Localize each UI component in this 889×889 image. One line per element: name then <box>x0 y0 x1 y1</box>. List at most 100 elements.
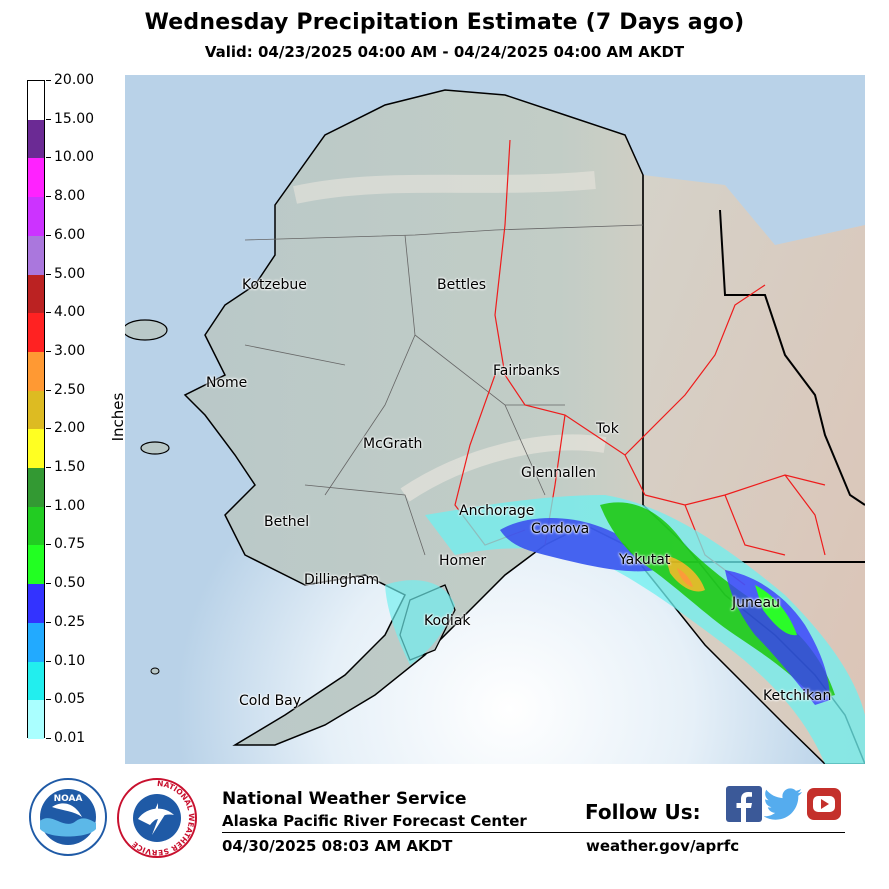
city-label: Yakutat <box>619 552 671 568</box>
legend-tick <box>46 699 51 701</box>
legend-swatch <box>28 661 44 701</box>
legend-tick <box>46 428 51 430</box>
pribilof-island <box>150 667 160 675</box>
city-label: Cordova <box>531 521 590 537</box>
map-subtitle: Valid: 04/23/2025 04:00 AM - 04/24/2025 … <box>204 43 685 61</box>
legend-swatch <box>28 351 44 392</box>
org-unit: Alaska Pacific River Forecast Center <box>222 812 527 830</box>
legend-swatch <box>28 81 44 121</box>
youtube-icon[interactable] <box>806 786 842 822</box>
city-label: Bethel <box>264 514 310 530</box>
legend-swatch <box>28 622 44 663</box>
precip-juneau-band <box>725 570 830 705</box>
precip-overlay <box>385 495 865 764</box>
legend-tick <box>46 196 51 198</box>
legend-label: 4.00 <box>54 304 86 321</box>
legend-label: 1.50 <box>54 459 86 476</box>
legend-tick <box>46 312 51 314</box>
issued-timestamp: 04/30/2025 08:03 AM AKDT <box>222 837 453 855</box>
legend-swatch <box>28 197 44 237</box>
st-lawrence-island <box>125 319 168 341</box>
map-canvas <box>125 75 865 764</box>
legend-colorbar <box>27 80 45 740</box>
legend-swatch <box>28 506 44 546</box>
legend-swatch <box>28 390 44 430</box>
brooks-range <box>293 171 596 204</box>
legend-tick <box>46 544 51 546</box>
precip-yakutat-core <box>665 555 705 592</box>
legend-tick <box>46 621 51 623</box>
legend-tick <box>46 350 51 352</box>
precip-kodiak-light <box>385 580 455 665</box>
legend-tick <box>46 234 51 236</box>
city-label: Juneau <box>732 595 780 611</box>
city-label: Homer <box>439 553 487 569</box>
nunivak-island <box>140 441 170 455</box>
city-label: Anchorage <box>459 503 535 519</box>
city-label: Cold Bay <box>239 693 302 709</box>
legend-label: 1.00 <box>54 497 86 514</box>
legend-label: 0.10 <box>54 652 86 669</box>
city-label: Bettles <box>437 277 486 293</box>
city-label: Glennallen <box>521 465 596 481</box>
legend-tick <box>46 583 51 585</box>
legend-tick <box>46 389 51 391</box>
city-label: Kotzebue <box>242 277 307 293</box>
city-label: McGrath <box>363 436 423 452</box>
legend-tick <box>46 118 51 120</box>
legend-swatch <box>28 429 44 469</box>
yukon-region <box>643 175 865 764</box>
legend-label: 6.00 <box>54 226 86 243</box>
legend-swatch <box>28 468 44 508</box>
legend-swatch <box>28 313 44 353</box>
legend-label: 10.00 <box>54 149 95 166</box>
legend-swatch <box>28 119 44 159</box>
legend-label: 15.00 <box>54 110 95 127</box>
legend-label: 0.05 <box>54 691 86 708</box>
map-title: Wednesday Precipitation Estimate (7 Days… <box>144 10 745 35</box>
precipitation-map[interactable]: Kotzebue Bettles Nome Fairbanks McGrath Tok Gl… <box>125 75 865 764</box>
legend-label: 0.50 <box>54 575 86 592</box>
legend-label: 3.00 <box>54 342 86 359</box>
noaa-logo-text: NOAA <box>54 794 83 804</box>
precip-se-green <box>755 585 797 636</box>
website-link[interactable]: weather.gov/aprfc <box>586 837 740 855</box>
follow-us-label: Follow Us: <box>585 800 701 824</box>
legend-tick <box>46 80 51 81</box>
yukon-bc-border <box>719 209 865 506</box>
precip-yakutat-inner <box>677 568 693 587</box>
city-label: Nome <box>206 375 248 391</box>
legend-tick <box>46 738 51 739</box>
org-name: National Weather Service <box>222 789 467 809</box>
legend-tick <box>46 467 51 469</box>
city-label: Fairbanks <box>493 363 560 379</box>
noaa-logo[interactable]: NOAA <box>28 777 108 857</box>
legend-label: 0.75 <box>54 536 86 553</box>
legend-swatch <box>28 545 44 585</box>
facebook-icon[interactable] <box>726 786 762 822</box>
precip-prince-william <box>500 518 655 572</box>
twitter-icon[interactable] <box>763 786 802 822</box>
city-label: Ketchikan <box>763 688 832 704</box>
legend-label: 5.00 <box>54 265 86 282</box>
borough-lines <box>244 224 644 556</box>
legend-label: 0.25 <box>54 613 86 630</box>
alaska-range <box>400 434 607 502</box>
legend-swatch <box>28 235 44 276</box>
legend-label: 8.00 <box>54 188 86 205</box>
legend-label: 2.50 <box>54 381 86 398</box>
legend-swatch <box>28 158 44 198</box>
legend-label: 20.00 <box>54 72 95 88</box>
legend-tick <box>46 273 51 275</box>
city-label: Tok <box>596 421 619 437</box>
legend-label: 2.00 <box>54 420 86 437</box>
legend-label: 0.01 <box>54 730 86 746</box>
nws-logo[interactable]: NATIONAL WEATHER SERVICE <box>116 777 198 859</box>
city-label: Dillingham <box>304 572 380 588</box>
legend-tick <box>46 505 51 507</box>
legend-swatch <box>28 584 44 624</box>
legend-tick <box>46 660 51 662</box>
legend-tick <box>46 157 51 159</box>
footer-divider <box>222 832 845 833</box>
legend-swatch <box>28 700 44 740</box>
